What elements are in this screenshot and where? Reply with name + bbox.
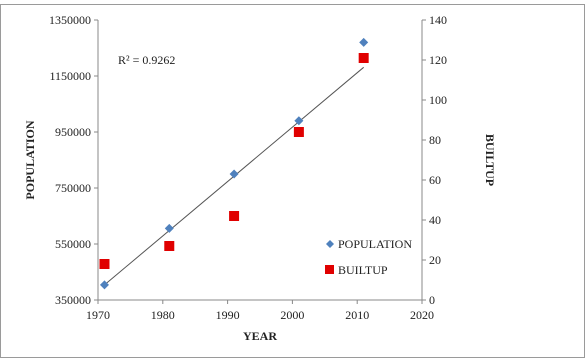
- y-left-tick-label: 750000: [55, 181, 91, 195]
- y-right-tick-label: 120: [429, 53, 447, 67]
- y-left-tick-label: 1350000: [49, 13, 91, 27]
- point-population: [229, 169, 239, 179]
- y-right-tick-label: 0: [429, 293, 435, 307]
- point-builtup: [164, 241, 175, 251]
- y-axis-left-title: POPULATION: [23, 120, 37, 199]
- x-tick-label: 1970: [86, 308, 110, 322]
- legend-marker-population: [326, 240, 334, 248]
- y-axis-right-title: BUILTUP: [483, 134, 497, 186]
- data-points: [99, 37, 369, 290]
- y-right-tick-label: 20: [429, 253, 441, 267]
- point-builtup: [99, 259, 110, 269]
- y-left-tick-label: 950000: [55, 125, 91, 139]
- point-builtup: [293, 127, 304, 137]
- y-right-tick-label: 40: [429, 213, 441, 227]
- x-tick-label: 1980: [151, 308, 175, 322]
- x-tick-label: 1990: [216, 308, 240, 322]
- x-ticks: 1970 1980 1990 2000 2010 2020: [86, 300, 434, 322]
- legend-label-builtup: BUILTUP: [338, 263, 388, 277]
- x-tick-label: 2010: [345, 308, 369, 322]
- y-right-tick-label: 80: [429, 133, 441, 147]
- y-right-tick-label: 100: [429, 93, 447, 107]
- y-left-tick-label: 550000: [55, 237, 91, 251]
- y-ticks-left: 350000 550000 750000 950000 1150000 1350000: [49, 13, 98, 307]
- point-population: [294, 116, 304, 126]
- x-tick-label: 2000: [280, 308, 304, 322]
- point-builtup: [358, 53, 369, 63]
- point-builtup: [229, 211, 240, 221]
- legend-marker-builtup: [325, 265, 334, 274]
- point-population: [99, 280, 109, 290]
- y-left-tick-label: 350000: [55, 293, 91, 307]
- y-right-tick-label: 60: [429, 173, 441, 187]
- point-population: [164, 223, 174, 233]
- point-population: [359, 37, 369, 47]
- legend: POPULATION BUILTUP: [325, 237, 412, 277]
- x-tick-label: 2020: [410, 308, 434, 322]
- y-ticks-right: 0 20 40 60 80 100 120 140: [422, 13, 447, 307]
- y-left-tick-label: 1150000: [49, 69, 91, 83]
- x-axis-title: YEAR: [243, 329, 277, 343]
- r-squared-annotation: R² = 0.9262: [118, 53, 175, 67]
- legend-label-population: POPULATION: [338, 237, 412, 251]
- y-right-tick-label: 140: [429, 13, 447, 27]
